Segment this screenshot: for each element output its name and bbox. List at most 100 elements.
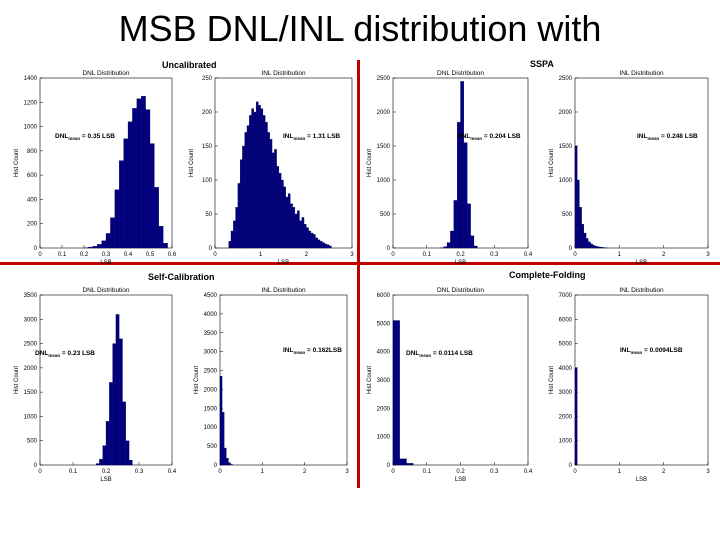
- x-tick-label: 0.4: [524, 469, 533, 475]
- mean-annotation: INLmean = 0.0094LSB: [620, 347, 683, 355]
- x-tick-label: 0.3: [490, 252, 499, 258]
- x-tick-label: 2: [662, 252, 666, 258]
- histogram-bar: [315, 237, 318, 249]
- histogram-bar: [141, 96, 146, 249]
- histogram-bar: [460, 81, 464, 249]
- histogram-bar: [114, 189, 120, 249]
- y-tick-label: 0: [569, 246, 573, 252]
- x-tick-label: 0: [218, 469, 222, 475]
- histogram-bar: [601, 247, 604, 249]
- x-tick-label: 1: [618, 252, 622, 258]
- histogram-bar: [597, 246, 600, 249]
- plot-title: DNL Distribution: [82, 287, 129, 294]
- histogram-bar: [228, 241, 232, 249]
- annotation-value: = 0.204 LSB: [482, 133, 521, 140]
- histogram-bar: [579, 207, 582, 249]
- histogram-bar: [145, 109, 151, 249]
- y-tick-label: 0: [387, 463, 391, 469]
- group-label-sspa: SSPA: [530, 59, 554, 69]
- histogram-bar: [292, 207, 296, 249]
- histogram-bar: [392, 320, 400, 466]
- mean-annotation: DNLmean = 0.23 LSB: [35, 350, 95, 358]
- y-tick-label: 1200: [24, 100, 38, 106]
- annotation-main: DNL: [35, 350, 48, 357]
- y-tick-label: 100: [202, 178, 213, 184]
- x-tick-label: 0: [573, 469, 577, 475]
- x-tick-label: 2: [662, 469, 666, 475]
- histogram-bar: [253, 111, 257, 249]
- mean-annotation: INLmean = 0.162LSB: [283, 347, 342, 355]
- histogram-bar: [301, 217, 305, 249]
- y-tick-label: 0: [214, 463, 218, 469]
- plot-frame: [219, 294, 348, 466]
- y-tick-label: 200: [27, 222, 38, 228]
- histogram-bar: [299, 220, 302, 249]
- mean-annotation: DNLmean = 0.204 LSB: [457, 133, 521, 141]
- histogram-bar: [119, 160, 124, 249]
- x-tick-label: 1: [259, 252, 263, 258]
- x-tick-label: 1: [261, 469, 265, 475]
- y-tick-label: 500: [380, 212, 391, 218]
- horizontal-divider: [0, 262, 720, 265]
- y-tick-label: 150: [202, 144, 213, 150]
- histogram-bar: [276, 166, 280, 249]
- histogram-bar: [585, 238, 589, 249]
- x-tick-label: 0.3: [490, 469, 499, 475]
- histogram-bar: [265, 122, 268, 249]
- histogram-bar: [297, 210, 300, 249]
- histogram-bar: [258, 105, 261, 249]
- histogram-bar: [322, 242, 325, 249]
- mean-annotation: INLmean = 1.31 LSB: [283, 133, 340, 141]
- y-tick-label: 5000: [377, 321, 391, 327]
- chart-complete-folding-dnl: DNL Distribution 0 1000 2000 3000 4000 5000 600…: [367, 287, 533, 483]
- y-tick-label: 800: [27, 149, 38, 155]
- histogram-bar: [125, 440, 130, 466]
- histogram-bar: [278, 173, 282, 249]
- plot-title: INL Distribution: [261, 70, 306, 77]
- x-tick-label: 0: [391, 469, 395, 475]
- y-tick-label: 1500: [204, 406, 218, 412]
- x-tick-label: 0.2: [456, 252, 465, 258]
- mean-annotation: DNLmean = 0.0114 LSB: [406, 350, 473, 358]
- y-tick-label: 2000: [377, 406, 391, 412]
- y-tick-label: 250: [202, 76, 213, 82]
- histogram-bar: [158, 226, 164, 249]
- y-axis-label: Hist Count: [14, 366, 20, 394]
- y-tick-label: 200: [202, 110, 213, 116]
- y-tick-label: 600: [27, 173, 38, 179]
- mean-annotation: DNLmean = 0.35 LSB: [55, 133, 115, 141]
- histogram-bar: [463, 142, 468, 249]
- histogram-bar: [324, 243, 328, 249]
- histogram-bar: [122, 401, 126, 466]
- y-tick-label: 2000: [204, 387, 218, 393]
- histogram-bar: [269, 139, 273, 249]
- plot-frame: [392, 294, 529, 466]
- x-tick-label: 0: [391, 252, 395, 258]
- histogram-bar: [112, 343, 117, 466]
- histogram-bar: [260, 108, 264, 249]
- plot-frame: [574, 294, 709, 466]
- y-tick-label: 500: [562, 212, 573, 218]
- histogram-bar: [228, 462, 231, 466]
- group-label-uncalibrated: Uncalibrated: [162, 60, 217, 70]
- histogram-bar: [329, 245, 332, 249]
- histogram-bar: [303, 224, 307, 249]
- y-tick-label: 3000: [559, 390, 573, 396]
- vertical-divider: [357, 60, 360, 488]
- annotation-value: = 0.0114 LSB: [431, 350, 473, 357]
- annotation-value: = 0.35 LSB: [80, 133, 115, 140]
- histogram-bar: [115, 314, 120, 466]
- annotation-value: = 0.162LSB: [305, 347, 342, 354]
- histogram-bar: [313, 234, 316, 249]
- histogram-bar: [224, 447, 227, 466]
- histogram-bar: [310, 232, 314, 249]
- annotation-main: INL: [283, 347, 294, 354]
- histogram-bar: [577, 179, 580, 249]
- histogram-bar: [249, 115, 252, 249]
- histogram-bar: [109, 382, 113, 466]
- x-tick-label: 0.4: [124, 252, 133, 258]
- annotation-main: DNL: [457, 133, 470, 140]
- histogram-bar: [237, 183, 241, 249]
- y-tick-label: 4000: [559, 366, 573, 372]
- histogram-bar: [457, 122, 461, 249]
